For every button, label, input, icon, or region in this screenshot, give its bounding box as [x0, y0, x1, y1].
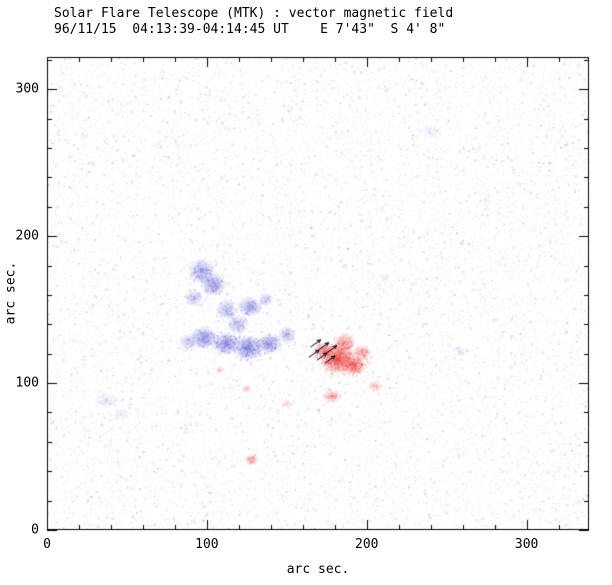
y-axis-label: arc sec.: [3, 261, 19, 325]
y-tick-label: 0: [31, 522, 39, 538]
figure-subtitle: 96/11/15 04:13:39-04:14:45 UT E 7'43" S …: [54, 22, 446, 37]
x-tick-label: 0: [43, 537, 51, 552]
x-tick-label: 100: [195, 537, 219, 552]
x-tick-label: 300: [514, 537, 539, 552]
x-axis-label: arc sec.: [286, 562, 350, 577]
y-tick-label: 300: [15, 81, 39, 97]
x-tick-label: 200: [355, 537, 379, 552]
figure-title: Solar Flare Telescope (MTK) : vector mag…: [54, 6, 454, 21]
y-tick-label: 200: [15, 228, 39, 244]
y-tick-label: 100: [15, 375, 39, 391]
